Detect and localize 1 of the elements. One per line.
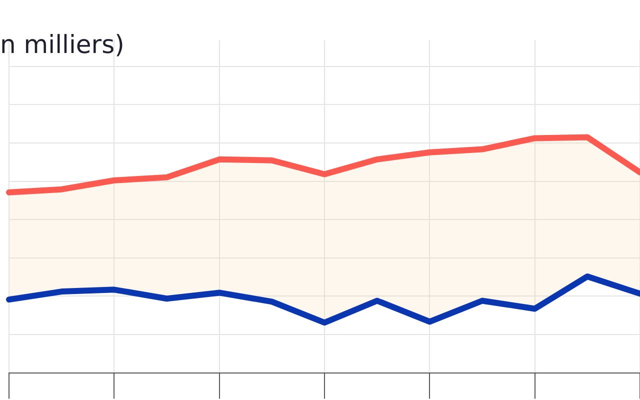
chart-title: n milliers): [0, 30, 124, 59]
